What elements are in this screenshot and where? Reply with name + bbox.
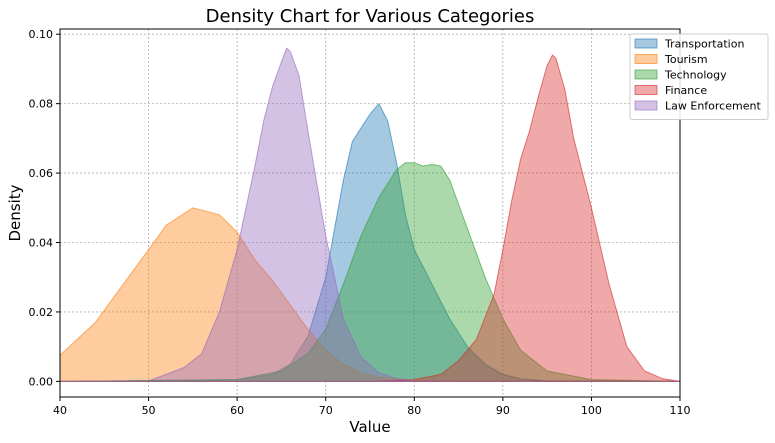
x-tick-label: 40 — [53, 404, 67, 417]
x-tick-label: 100 — [581, 404, 602, 417]
legend-swatch — [634, 85, 658, 95]
legend-label: Technology — [664, 69, 727, 82]
legend-swatch — [634, 38, 658, 49]
axis-ticks: 40 50 60 70 80 90 100 110 0.00 0.02 0.04 0.06 0.08 0.… — [29, 28, 691, 417]
density-area-transportation — [59, 103, 681, 382]
density-areas — [59, 47, 681, 382]
y-tick-label: 0.04 — [29, 237, 54, 250]
density-area-law-enforcement — [59, 47, 681, 382]
legend-label: Transportation — [664, 38, 744, 51]
legend-swatch — [634, 69, 658, 80]
y-tick-label: 0.08 — [29, 98, 54, 111]
chart-title: Density Chart for Various Categories — [206, 6, 535, 27]
legend-box — [629, 33, 769, 120]
y-axis-label: Density — [6, 184, 24, 241]
x-tick-label: 80 — [407, 404, 421, 417]
y-tick-label: 0.10 — [29, 28, 54, 41]
x-tick-label: 60 — [230, 404, 244, 417]
density-area-finance — [59, 54, 681, 382]
x-axis-label: Value — [349, 418, 390, 436]
y-tick-label: 0.02 — [29, 306, 54, 319]
legend-label: Finance — [665, 84, 707, 97]
y-tick-label: 0.06 — [29, 167, 54, 180]
legend-swatch — [634, 100, 658, 111]
legend: Transportation Tourism Technology Finance La… — [629, 33, 769, 120]
x-tick-label: 50 — [142, 404, 156, 417]
plot-frame — [59, 28, 681, 398]
legend-swatch — [634, 54, 658, 64]
legend-label: Tourism — [664, 53, 708, 66]
legend-label: Law Enforcement — [665, 100, 761, 113]
x-tick-label: 110 — [670, 404, 691, 417]
x-tick-label: 70 — [319, 404, 333, 417]
y-tick-label: 0.00 — [29, 375, 54, 388]
density-area-technology — [59, 162, 681, 382]
x-tick-label: 90 — [496, 404, 510, 417]
